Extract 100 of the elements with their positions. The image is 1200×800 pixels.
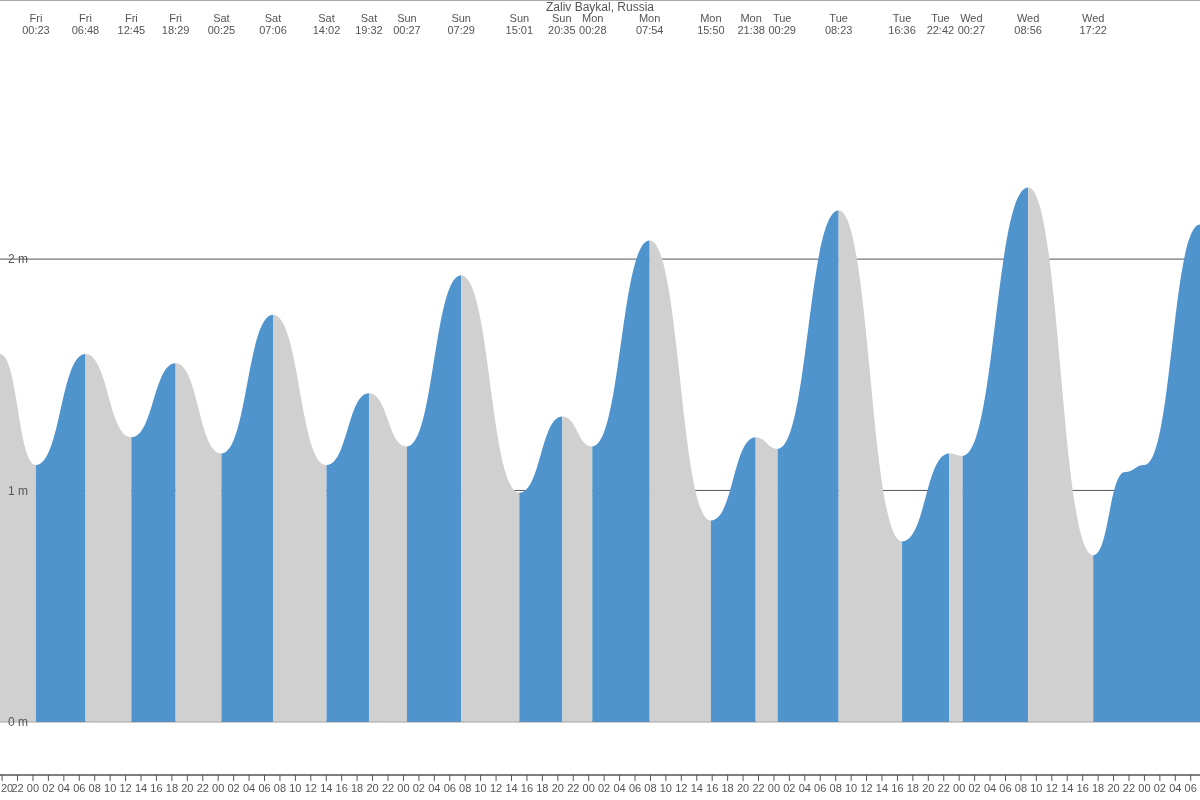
x-tick-label: 12 xyxy=(860,782,873,794)
annotation: Tue 16:36 xyxy=(888,12,916,36)
x-tick-label: 18 xyxy=(721,782,734,794)
annotation: Tue 08:23 xyxy=(824,12,853,36)
x-tick-label: 22 xyxy=(196,782,209,794)
x-tick-label: 00 xyxy=(582,782,595,794)
x-tick-label: 10 xyxy=(659,782,672,794)
x-tick-label: 22 xyxy=(937,782,950,794)
x-tick-label: 02 xyxy=(227,782,240,794)
x-tick-label: 06 xyxy=(443,782,456,794)
annotation: Fri 12:45 xyxy=(117,12,146,36)
x-tick-label: 04 xyxy=(242,782,256,794)
x-tick-label: 06 xyxy=(628,782,642,794)
x-tick-label: 08 xyxy=(273,782,287,794)
x-tick-label: 16 xyxy=(335,782,348,794)
x-tick-label: 02 xyxy=(598,782,611,794)
x-tick-label: 22 xyxy=(1122,782,1136,794)
annotation: Mon 21:38 xyxy=(737,12,765,36)
x-tick-label: 02 xyxy=(968,782,981,794)
x-tick-label: 18 xyxy=(536,782,549,794)
x-tick-label: 18 xyxy=(906,782,919,794)
x-tick-label: 14 xyxy=(320,782,333,794)
annotation: Sat 19:32 xyxy=(355,12,383,36)
x-tick-label: 00 xyxy=(1138,782,1151,794)
annotation: Sun 15:01 xyxy=(505,12,534,36)
x-tick-label: 02 xyxy=(42,782,55,794)
annotation: Fri 00:23 xyxy=(22,12,50,36)
x-tick-label: 00 xyxy=(26,782,40,794)
x-tick-label: 00 xyxy=(212,782,225,794)
x-tick-label: 00 xyxy=(767,782,781,794)
annotation: Mon 07:54 xyxy=(635,12,664,36)
x-tick-label: 16 xyxy=(1076,782,1089,794)
x-tick-label: 06 xyxy=(1184,782,1197,794)
x-tick-label: 10 xyxy=(474,782,487,794)
x-tick-label: 14 xyxy=(505,782,518,794)
annotation: Sun 07:29 xyxy=(447,12,475,36)
chart-title: Zaliv Baykal, Russia xyxy=(545,0,655,14)
annotation: Mon 15:50 xyxy=(697,12,725,36)
x-tick-label: 16 xyxy=(150,782,163,794)
x-tick-label: 04 xyxy=(1169,782,1182,794)
x-tick-label: 18 xyxy=(1091,782,1105,794)
x-tick-label: 12 xyxy=(1045,782,1058,794)
x-tick-label: 06 xyxy=(999,782,1012,794)
x-tick-label: 02 xyxy=(412,782,426,794)
x-tick-label: 16 xyxy=(520,782,534,794)
x-tick-label: 20 xyxy=(1107,782,1120,794)
x-tick-label: 02 xyxy=(1153,782,1166,794)
x-tick-label: 22 xyxy=(381,782,395,794)
x-tick-label: 02 xyxy=(783,782,796,794)
x-tick-label: 08 xyxy=(1014,782,1028,794)
x-tick-label: 00 xyxy=(397,782,410,794)
annotation: Sat 14:02 xyxy=(312,12,341,36)
x-tick-label: 12 xyxy=(675,782,688,794)
x-tick-label: 20 xyxy=(366,782,379,794)
x-tick-label: 20 xyxy=(0,782,14,794)
x-tick-label: 14 xyxy=(1061,782,1074,794)
x-tick-label: 06 xyxy=(73,782,86,794)
x-tick-label: 20 xyxy=(181,782,194,794)
x-tick-label: 14 xyxy=(134,782,148,794)
x-tick-label: 14 xyxy=(690,782,703,794)
annotation: Sun 00:27 xyxy=(393,12,421,36)
x-tick-label: 04 xyxy=(57,782,70,794)
x-tick-label: 08 xyxy=(459,782,472,794)
x-tick-label: 16 xyxy=(706,782,719,794)
x-tick-label: 12 xyxy=(489,782,503,794)
x-tick-label: 16 xyxy=(891,782,904,794)
x-tick-label: 04 xyxy=(428,782,441,794)
annotation: Wed 00:27 xyxy=(957,12,986,36)
annotation: Wed 08:56 xyxy=(1014,12,1042,36)
annotation: Sat 07:06 xyxy=(259,12,287,36)
x-tick-label: 20 xyxy=(736,782,750,794)
x-tick-label: 10 xyxy=(845,782,858,794)
x-tick-label: 08 xyxy=(644,782,657,794)
x-tick-label: 20 xyxy=(922,782,935,794)
x-tick-label: 10 xyxy=(289,782,302,794)
annotation: Mon 00:28 xyxy=(579,12,607,36)
x-tick-label: 06 xyxy=(814,782,827,794)
x-tick-label: 22 xyxy=(11,782,24,794)
annotation: Fri 18:29 xyxy=(161,12,190,36)
annotation: Sat 00:25 xyxy=(207,12,236,36)
x-tick-label: 18 xyxy=(351,782,364,794)
x-tick-label: 08 xyxy=(88,782,101,794)
annotation: Sun 20:35 xyxy=(548,12,576,36)
y-tick-label: 0 m xyxy=(8,715,29,730)
x-tick-label: 18 xyxy=(165,782,179,794)
x-tick-label: 04 xyxy=(798,782,811,794)
annotation: Tue 00:29 xyxy=(768,12,796,36)
x-tick-label: 12 xyxy=(119,782,132,794)
x-tick-label: 04 xyxy=(613,782,626,794)
x-tick-label: 06 xyxy=(258,782,271,794)
x-tick-label: 10 xyxy=(1030,782,1043,794)
y-tick-label: 1 m xyxy=(8,483,29,498)
x-tick-label: 14 xyxy=(875,782,889,794)
x-tick-label: 20 xyxy=(551,782,564,794)
x-tick-label: 08 xyxy=(829,782,842,794)
x-tick-label: 22 xyxy=(752,782,765,794)
x-tick-label: 22 xyxy=(567,782,580,794)
annotation: Fri 06:48 xyxy=(71,12,100,36)
annotation: Wed 17:22 xyxy=(1079,12,1107,36)
annotation: Tue 22:42 xyxy=(926,12,955,36)
